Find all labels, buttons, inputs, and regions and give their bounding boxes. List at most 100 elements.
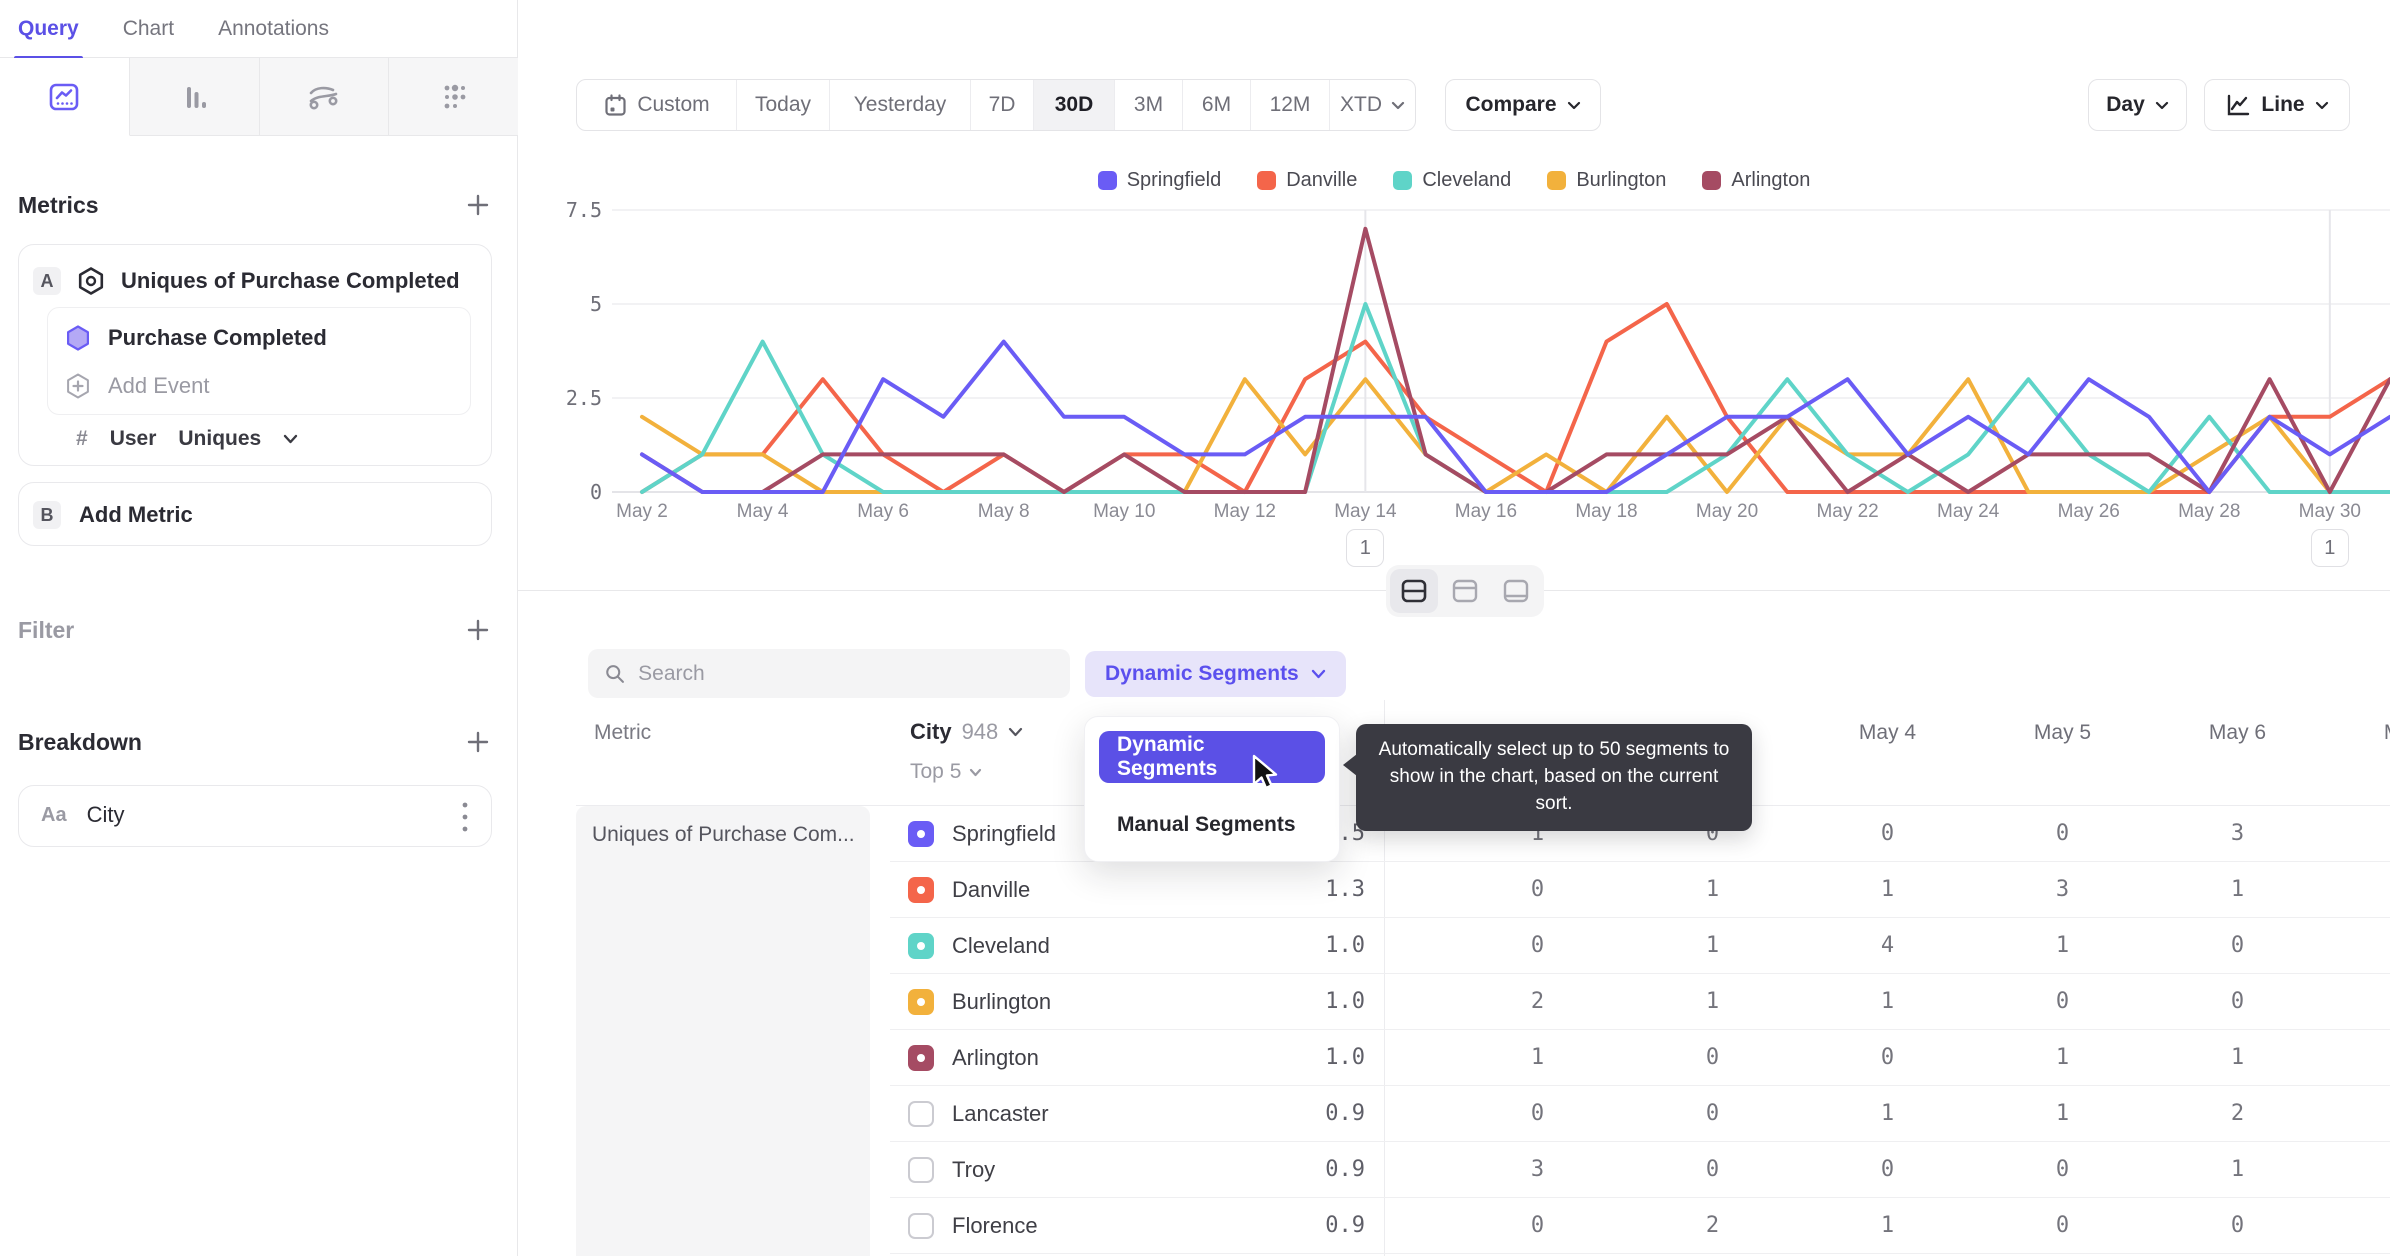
dropdown-item-dynamic-segments[interactable]: Dynamic Segments: [1099, 731, 1325, 783]
segment-average: 1.0: [1325, 989, 1365, 1014]
segment-day-value: 0: [2055, 1213, 2070, 1238]
range-30d[interactable]: 30D: [1033, 80, 1114, 130]
dropdown-item-manual-segments[interactable]: Manual Segments: [1117, 813, 1296, 836]
x-tick-label: May 20: [1695, 501, 1759, 522]
segment-search[interactable]: [588, 649, 1070, 698]
table-row-troy: Troy 0.9 3 0 0 0 1: [576, 1142, 2390, 1198]
metric-card-b[interactable]: B Add Metric: [18, 482, 492, 546]
city-header-label: City: [910, 719, 952, 744]
x-tick-label: May 30: [2298, 501, 2361, 522]
add-event-row[interactable]: Add Event: [64, 372, 210, 400]
kebab-menu-icon[interactable]: [461, 800, 469, 834]
range-custom[interactable]: Custom: [577, 80, 736, 130]
city-column-header[interactable]: City 948: [910, 719, 1023, 745]
annotation-badge[interactable]: 1: [2310, 529, 2349, 567]
measure-selector[interactable]: # User Uniques: [76, 427, 298, 451]
legend-item-cleveland[interactable]: Cleveland: [1393, 169, 1511, 192]
segment-checkbox[interactable]: [908, 1213, 934, 1239]
segment-checkbox[interactable]: [908, 989, 934, 1015]
tab-chart-label: Chart: [122, 16, 175, 40]
chart-type-strip: [0, 58, 518, 136]
segment-day-value: 0: [2055, 821, 2070, 846]
table-row-cleveland: Cleveland 1.0 0 1 4 1 0: [576, 918, 2390, 974]
range-label: Today: [754, 93, 812, 116]
range-7d[interactable]: 7D: [970, 80, 1033, 130]
checkbox-dot: [917, 1054, 925, 1062]
segment-name[interactable]: Springfield: [952, 821, 1056, 846]
segment-checkbox[interactable]: [908, 1045, 934, 1071]
tab-annotations[interactable]: Annotations: [218, 0, 329, 58]
segment-day-value: 0: [2055, 1157, 2070, 1182]
metric-card-a[interactable]: A Uniques of Purchase Completed Purchase…: [18, 244, 492, 466]
tab-chart[interactable]: Chart: [123, 0, 174, 58]
segment-name[interactable]: Burlington: [952, 989, 1052, 1014]
top-filter[interactable]: Top 5: [910, 760, 982, 784]
event-row-purchase-completed[interactable]: Purchase Completed: [64, 324, 327, 352]
chart-type-flow[interactable]: [259, 58, 390, 136]
legend-item-arlington[interactable]: Arlington: [1702, 169, 1810, 192]
segment-checkbox[interactable]: [908, 1157, 934, 1183]
segments-mode-button[interactable]: Dynamic Segments: [1085, 651, 1346, 697]
table-row-florence: Florence 0.9 0 2 1 0 0: [576, 1198, 2390, 1254]
segment-name[interactable]: Florence: [952, 1213, 1038, 1238]
range-12m[interactable]: 12M: [1250, 80, 1329, 130]
legend-item-springfield[interactable]: Springfield: [1097, 169, 1221, 192]
chevron-down-icon: [970, 768, 982, 776]
segment-day-value: 0: [1705, 1101, 1720, 1126]
query-sidebar: Query Chart Annotations: [0, 0, 518, 1256]
segment-name[interactable]: Lancaster: [952, 1101, 1049, 1126]
compare-label: Compare: [1465, 93, 1557, 116]
range-6m[interactable]: 6M: [1182, 80, 1250, 130]
segment-checkbox[interactable]: [908, 1101, 934, 1127]
legend-item-burlington[interactable]: Burlington: [1547, 169, 1666, 192]
add-event-label: Add Event: [108, 373, 210, 398]
x-tick-label: May 22: [1816, 501, 1879, 522]
add-filter-plus-icon[interactable]: [465, 617, 491, 643]
annotation-badge[interactable]: 1: [1346, 529, 1385, 567]
calendar-icon: [605, 93, 626, 116]
segment-name[interactable]: Arlington: [952, 1045, 1039, 1070]
range-label: 3M: [1133, 93, 1164, 116]
measure-group-label: User: [109, 427, 157, 450]
chevron-down-icon: [1009, 727, 1023, 737]
layout-chart-only-button[interactable]: [1441, 569, 1489, 613]
range-xtd[interactable]: XTD: [1329, 80, 1415, 130]
compare-button[interactable]: Compare: [1445, 79, 1601, 131]
legend-label: Cleveland: [1422, 168, 1512, 191]
segment-name[interactable]: Cleveland: [952, 933, 1050, 958]
add-breakdown-plus-icon[interactable]: [465, 729, 491, 755]
segment-name[interactable]: Danville: [952, 877, 1031, 902]
search-input[interactable]: [638, 661, 1054, 686]
x-tick-label: May 10: [1093, 501, 1156, 522]
granularity-button[interactable]: Day: [2088, 79, 2187, 131]
chart-type-line[interactable]: [0, 58, 130, 136]
chart-type-bar[interactable]: [129, 58, 260, 136]
add-metric-plus-icon[interactable]: [465, 192, 491, 218]
legend-label: Danville: [1286, 168, 1358, 191]
chart-svg: [612, 209, 2390, 494]
segment-day-value: 1: [2055, 1101, 2070, 1126]
segment-name[interactable]: Troy: [952, 1157, 996, 1182]
segment-checkbox[interactable]: [908, 933, 934, 959]
range-yesterday[interactable]: Yesterday: [829, 80, 970, 130]
segment-day-value: 3: [2230, 821, 2245, 846]
range-today[interactable]: Today: [736, 80, 829, 130]
metrics-title: Metrics: [18, 191, 99, 218]
range-3m[interactable]: 3M: [1114, 80, 1182, 130]
breakdown-city-card[interactable]: Aa City: [18, 785, 492, 847]
legend-item-danville[interactable]: Danville: [1257, 169, 1357, 192]
cursor-pointer: [1252, 754, 1278, 790]
table-row-springfield: Springfield 1.5 1 0 0 0 3: [576, 806, 2390, 862]
range-label: 12M: [1269, 93, 1311, 116]
segment-checkbox[interactable]: [908, 821, 934, 847]
chart-type-dots[interactable]: [389, 58, 518, 136]
layout-split-button[interactable]: [1390, 569, 1438, 613]
chart-style-button[interactable]: Line: [2204, 79, 2350, 131]
layout-table-only-button[interactable]: [1492, 569, 1540, 613]
segment-checkbox[interactable]: [908, 877, 934, 903]
y-tick-label: 2.5: [565, 386, 602, 410]
segment-day-value: 3: [1530, 1157, 1545, 1182]
segment-day-value: 0: [1530, 933, 1545, 958]
tab-query[interactable]: Query: [14, 0, 83, 60]
segments-tooltip-text: Automatically select up to 50 segments t…: [1378, 739, 1730, 814]
